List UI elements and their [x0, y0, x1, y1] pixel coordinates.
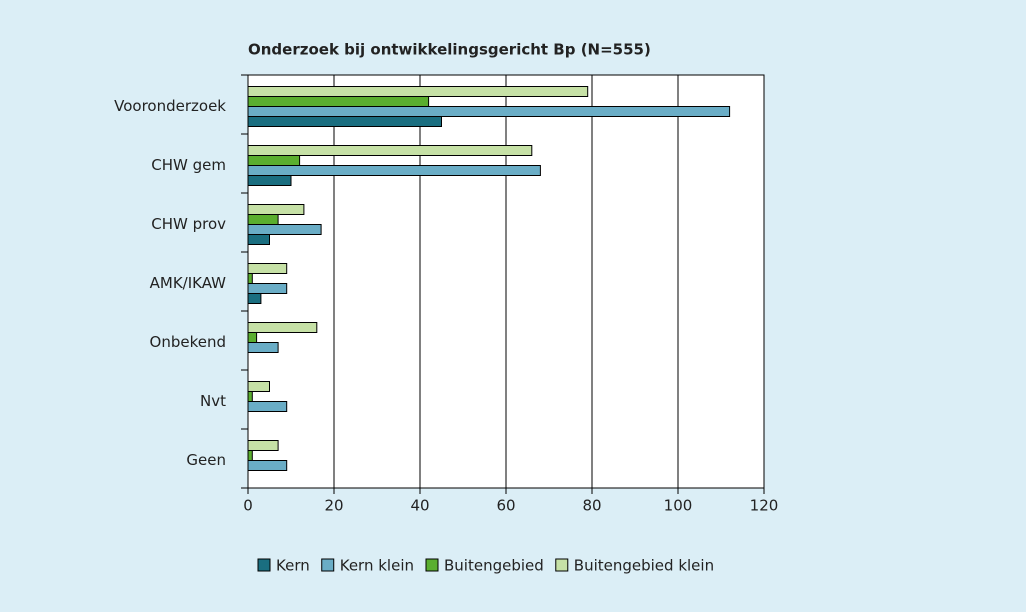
bar — [247, 155, 301, 166]
bar — [247, 214, 279, 225]
plot-frame — [247, 74, 765, 489]
bar — [247, 106, 731, 117]
bar — [247, 204, 305, 215]
bar — [247, 440, 279, 451]
bar — [247, 322, 318, 333]
y-tick-label: Nvt — [200, 392, 226, 410]
legend-label: Buitengebied klein — [574, 557, 714, 575]
y-tick-label: CHW gem — [151, 156, 226, 174]
x-tick-label: 60 — [496, 497, 515, 515]
bar — [247, 86, 589, 97]
bar — [247, 391, 253, 402]
bar — [247, 293, 262, 304]
bar — [247, 450, 253, 461]
x-tick-label: 120 — [750, 497, 779, 515]
y-tick-label: CHW prov — [151, 215, 226, 233]
legend-swatch — [257, 558, 271, 572]
legend-swatch — [425, 558, 439, 572]
bar — [247, 381, 270, 392]
legend-swatch — [555, 558, 569, 572]
bar — [247, 263, 288, 274]
legend-label: Buitengebied — [444, 557, 544, 575]
bar — [247, 116, 442, 127]
y-tick-label: Vooronderzoek — [114, 97, 226, 115]
bar — [247, 234, 270, 245]
bar — [247, 224, 322, 235]
bar — [247, 342, 279, 353]
x-tick-label: 40 — [410, 497, 429, 515]
legend-swatch — [321, 558, 335, 572]
x-tick-label: 0 — [243, 497, 253, 515]
bar — [247, 460, 288, 471]
x-tick-label: 80 — [582, 497, 601, 515]
bar — [247, 165, 541, 176]
bar — [247, 145, 533, 156]
x-tick-label: 100 — [664, 497, 693, 515]
bar — [247, 273, 253, 284]
chart-title: Onderzoek bij ontwikkelingsgericht Bp (N… — [248, 41, 651, 59]
bar — [247, 96, 430, 107]
bar — [247, 401, 288, 412]
y-tick-label: Onbekend — [150, 333, 226, 351]
bar — [247, 283, 288, 294]
bar — [247, 332, 258, 343]
legend-label: Kern klein — [340, 557, 414, 575]
y-tick-label: AMK/IKAW — [150, 274, 227, 292]
legend-label: Kern — [276, 557, 310, 575]
x-tick-label: 20 — [324, 497, 343, 515]
bar — [247, 175, 292, 186]
y-tick-label: Geen — [186, 451, 226, 469]
